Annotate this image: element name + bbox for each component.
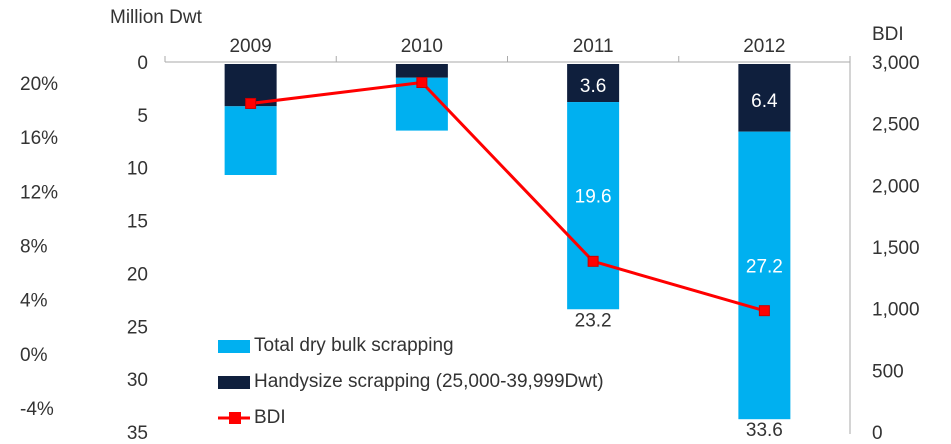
y2-tick-label: 3,000	[872, 53, 920, 74]
line-marker	[416, 77, 428, 88]
line-marker	[587, 255, 599, 267]
x-tick-label: 2012	[743, 36, 785, 57]
y-tick-label: 25	[127, 317, 148, 338]
line-marker	[245, 97, 257, 109]
y3-tick-label: 16%	[20, 128, 58, 149]
bar-segment	[738, 64, 791, 132]
y-tick-label: 35	[127, 423, 148, 444]
bar-segment	[567, 102, 620, 310]
y-tick-label: 30	[127, 370, 148, 391]
y2-tick-label: 500	[872, 361, 904, 382]
x-tick-label: 2010	[401, 36, 443, 57]
total-label: 33.6	[746, 420, 783, 441]
bar-segment	[738, 131, 791, 420]
x-tick-label: 2009	[229, 36, 271, 57]
y2-axis-label: BDI	[872, 24, 904, 45]
total-label: 23.2	[575, 310, 612, 331]
y3-tick-label: 20%	[20, 74, 58, 95]
bar-segment	[224, 106, 277, 175]
data-label: 6.4	[751, 91, 778, 112]
legend-label: Handysize scrapping (25,000-39,999Dwt)	[254, 371, 604, 392]
y-tick-label: 5	[137, 106, 148, 127]
y3-tick-label: -4%	[20, 399, 54, 420]
y2-tick-label: 1,500	[872, 238, 920, 259]
y-tick-label: 15	[127, 212, 148, 233]
y2-tick-label: 2,000	[872, 176, 920, 197]
legend-label: BDI	[254, 407, 286, 428]
legend-marker	[229, 412, 241, 424]
y2-tick-label: 2,500	[872, 115, 920, 136]
bar-segment	[395, 64, 448, 78]
legend-label: Total dry bulk scrapping	[254, 335, 454, 356]
legend-swatch	[218, 340, 250, 353]
data-label: 19.6	[575, 187, 612, 208]
data-label: 27.2	[746, 256, 783, 277]
bar-segment	[567, 64, 620, 103]
y-tick-label: 20	[127, 264, 148, 285]
y2-tick-label: 0	[872, 423, 883, 444]
data-label: 3.6	[580, 76, 606, 97]
line	[250, 80, 765, 313]
y3-tick-label: 8%	[20, 237, 48, 258]
y2-tick-label: 1,000	[872, 300, 920, 321]
y-tick-label: 0	[137, 53, 148, 74]
y-axis-label: Million Dwt	[110, 7, 203, 28]
y3-tick-label: 0%	[20, 345, 48, 366]
legend-swatch	[218, 376, 250, 389]
line-marker	[758, 305, 770, 317]
y3-tick-label: 4%	[20, 291, 48, 312]
y-tick-label: 10	[127, 159, 148, 180]
x-tick-label: 2011	[573, 36, 614, 57]
y3-tick-label: 12%	[20, 182, 58, 203]
